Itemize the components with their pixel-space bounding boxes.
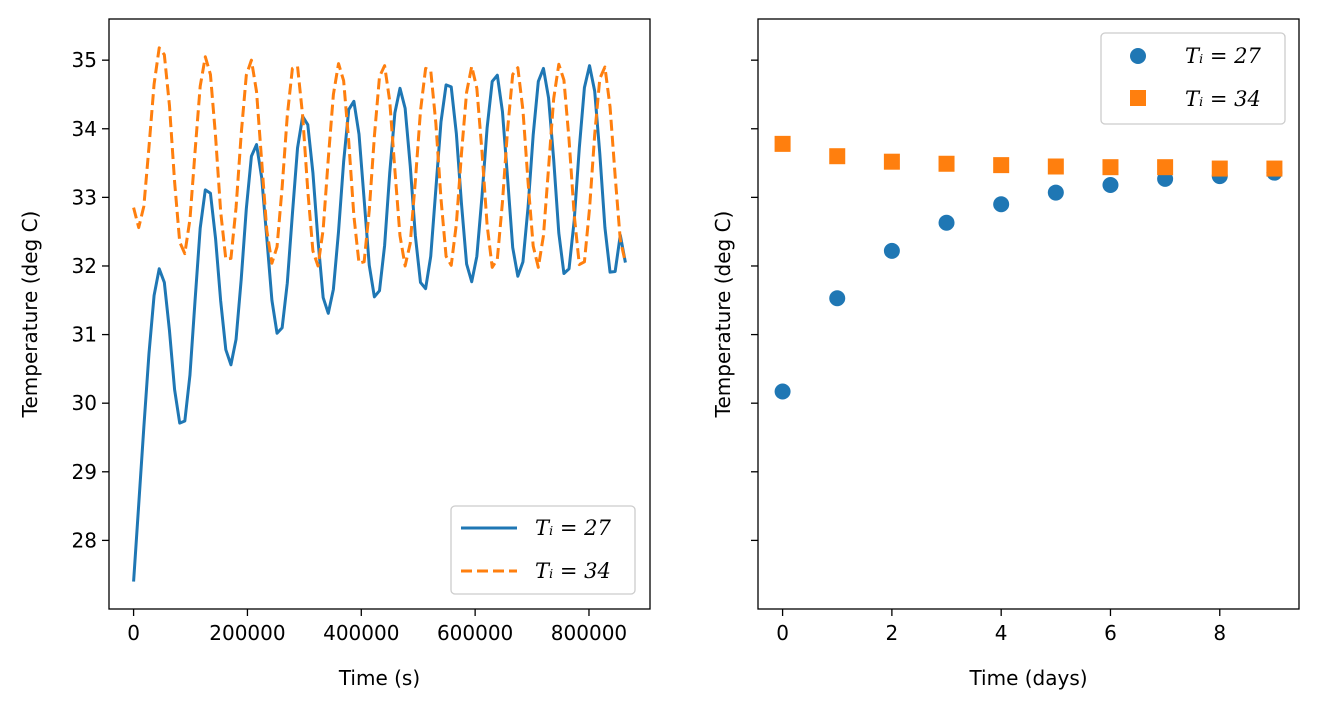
- legend-entry-ti-34: Tᵢ = 34: [535, 559, 611, 583]
- legend: Tᵢ = 27 Tᵢ = 34: [450, 505, 636, 595]
- legend: Tᵢ = 27 Tᵢ = 34: [1100, 32, 1286, 125]
- x-tick-label: 200000: [209, 621, 285, 645]
- y-tick-label: 35: [72, 48, 97, 72]
- data-point-t-i-34: [993, 157, 1010, 174]
- data-point-t-i-34: [1102, 159, 1119, 176]
- series-line-t-i-27: [132, 64, 627, 582]
- data-point-t-i-34: [938, 155, 955, 172]
- y-tick-label: 29: [72, 460, 97, 484]
- x-tick-label: 800000: [551, 621, 627, 645]
- scatter-chart-panel: 0 2 4 6 8 Time (days) Temperature (deg C) Tᵢ…: [711, 18, 1300, 690]
- x-tick-label: 0: [776, 621, 789, 645]
- axes-frame: [108, 18, 651, 610]
- plot-area: [132, 46, 627, 582]
- data-point-t-i-27: [1047, 184, 1064, 201]
- plot-area: [774, 135, 1283, 400]
- legend-entry-ti-34: Tᵢ = 34: [1185, 87, 1261, 111]
- y-tick-label: 30: [72, 391, 97, 415]
- x-tick-label: 400000: [323, 621, 399, 645]
- x-tick-label: 4: [995, 621, 1008, 645]
- line-chart-panel: 0 200000 400000 600000 800000 28 29 30 31 32 33 34 3…: [18, 18, 651, 690]
- y-axis-label: Temperature (deg C): [711, 211, 735, 419]
- data-point-t-i-34: [883, 153, 900, 170]
- y-tick-label: 31: [72, 323, 97, 347]
- y-tick-label: 34: [72, 117, 97, 141]
- y-axis-label: Temperature (deg C): [18, 211, 42, 419]
- x-tick-label: 6: [1104, 621, 1117, 645]
- axes-frame: [757, 18, 1300, 610]
- y-tick-label: 33: [72, 185, 97, 209]
- data-point-t-i-27: [1102, 177, 1119, 194]
- y-tick-label: 32: [72, 254, 97, 278]
- y-tick-label: 28: [72, 528, 97, 552]
- legend-box: [1100, 32, 1286, 125]
- data-point-t-i-34: [774, 135, 791, 152]
- data-point-t-i-27: [774, 383, 791, 400]
- axis-ticks: 0 2 4 6 8: [751, 59, 1226, 645]
- data-point-t-i-27: [829, 290, 846, 307]
- data-point-t-i-34: [1211, 160, 1228, 177]
- series-line-t-i-34: [132, 46, 627, 269]
- data-point-t-i-27: [883, 242, 900, 259]
- x-tick-label: 0: [127, 621, 140, 645]
- x-tick-label: 2: [886, 621, 899, 645]
- data-point-t-i-34: [1157, 159, 1174, 176]
- x-tick-label: 8: [1213, 621, 1226, 645]
- data-point-t-i-34: [1047, 158, 1064, 175]
- legend-marker-square: [1130, 90, 1146, 106]
- axis-ticks: 0 200000 400000 600000 800000 28 29 30 31 32 33 34 3…: [72, 48, 628, 645]
- legend-marker-circle: [1130, 48, 1146, 64]
- data-point-t-i-34: [829, 148, 846, 165]
- legend-entry-ti-27: Tᵢ = 27: [1185, 44, 1262, 68]
- x-axis-label: Time (s): [338, 666, 420, 690]
- data-point-t-i-27: [993, 196, 1010, 213]
- legend-entry-ti-27: Tᵢ = 27: [535, 516, 612, 540]
- data-point-t-i-34: [1266, 160, 1283, 177]
- x-tick-label: 600000: [437, 621, 513, 645]
- x-axis-label: Time (days): [968, 666, 1087, 690]
- data-point-t-i-27: [938, 214, 955, 231]
